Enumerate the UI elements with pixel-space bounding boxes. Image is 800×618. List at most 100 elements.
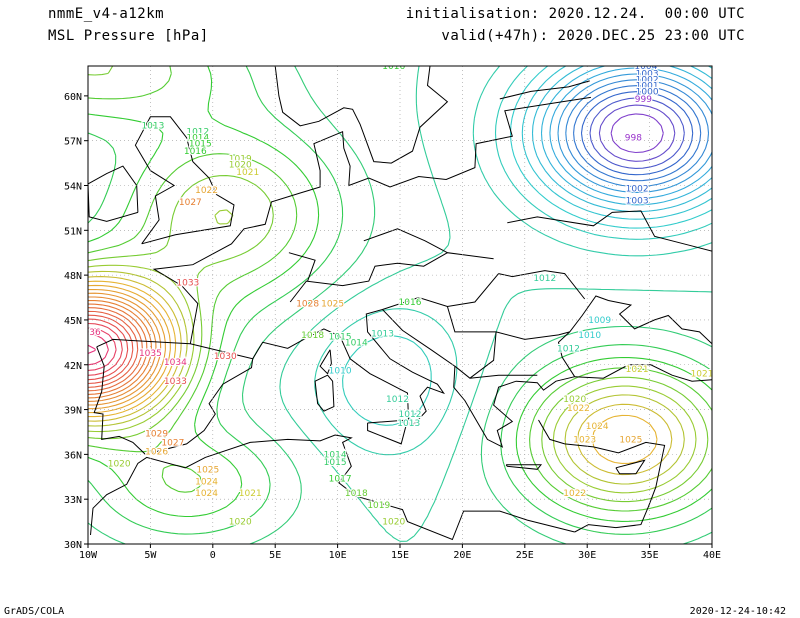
isobar-label: 1014 [186,134,209,144]
isobar-label: 1023 [573,435,596,445]
isobar [88,66,712,512]
isobar-label: 1029 [145,429,168,439]
isobar [531,66,712,213]
isobar [565,79,710,188]
isobar-labels: 1016 100410031002100110009999981002100310… [88,62,714,529]
lon-label: 15E [391,550,409,561]
coastline [454,365,538,379]
longitude-axis: 10W 5W 0 5E 10E 15E 20E 25E 30E 35E 40E [79,544,721,561]
lon-label: 25E [516,550,534,561]
isobar [88,303,148,395]
coastline [363,228,448,254]
lat-label: 33N [64,495,82,506]
coastline [252,308,575,448]
isobar-label: 1013 [371,329,394,339]
footer-timestamp: 2020-12-24-10:42 [689,606,786,617]
isobar-label: 1020 [563,395,586,405]
isobar [88,314,134,385]
isobar-label: 1024 [195,477,218,487]
isobar [598,104,676,162]
pressure-map: 1016 100410031002100110009999981002100310… [64,62,721,561]
coastline [538,419,666,533]
lon-label: 0 [210,550,216,561]
isobar-label: 1014 [324,450,347,460]
isobar-label: 1027 [161,438,184,448]
isobar-label: 1002 [626,184,649,194]
lon-label: 30E [578,550,596,561]
isobar-label: 1020 [108,459,131,469]
isobar-label: 1009 [588,316,611,326]
lon-label: 35E [641,550,659,561]
lon-label: 5W [144,550,157,561]
isobar [88,310,139,388]
coastline [557,295,712,377]
isobar-label: 1019 [367,501,390,511]
lon-label: 10W [79,550,98,561]
isobar-label: 1015 [324,458,347,468]
isobar [88,344,96,355]
coastline [507,210,712,252]
isobar [88,300,153,399]
isobar [88,292,162,406]
isobar [88,327,117,371]
isobar [88,66,712,544]
isobar-label: 1025 [196,465,219,475]
isobar-label: 1000 [636,87,659,97]
isobar-label: 1016 [382,62,405,72]
lat-label: 60N [64,92,82,103]
isobar-label: 1012 [386,395,409,405]
isobar-label: 1022 [195,186,218,196]
isobar-label: 1012 [399,410,422,420]
isobar-label: 1020 [229,161,252,171]
isobar-label: 1010 [329,367,352,377]
isobar [88,276,673,476]
isobar-label: 1016 [184,147,207,157]
isobar-label: 1033 [164,377,187,387]
lat-label: 51N [64,226,82,237]
coastline [314,374,335,412]
isobar-label: 1003 [626,196,649,206]
isobar-label: 1012 [557,344,580,354]
coastline [90,434,575,541]
isobar-label: 1027 [179,198,202,208]
isobar [88,270,685,485]
latitude-axis: 60N 57N 54N 51N 48N 45N 42N 39N 36N 33N 30N [64,92,88,551]
isobar-label: 1026 [145,447,168,457]
isobar-label: 1001 [636,81,659,91]
lat-label: 39N [64,406,82,417]
isobar [88,318,129,381]
isobar-label: 1021 [626,365,649,375]
isobar-label: 1020 [229,518,252,528]
coastline [88,165,139,222]
isobar-label: 1025 [619,435,642,445]
isobar-label: 1022 [567,404,590,414]
coastline [152,96,591,344]
coastline [274,66,449,164]
isobar-label: 1033 [176,279,199,289]
isobar-label: 1021 [691,370,714,380]
isobar [589,97,685,169]
isobar-label: 1010 [578,331,601,341]
coastline [446,306,570,340]
coastline [93,338,254,455]
isobar-label: 1003 [636,69,659,79]
lat-label: 42N [64,361,82,372]
isobar [610,113,664,154]
isobar-label: 1019 [229,155,252,165]
isobar [88,296,157,402]
isobar-label: 1012 [533,274,556,284]
field-name: MSL Pressure [hPa] [48,28,209,44]
isobar-label: 1014 [345,338,368,348]
lat-label: 54N [64,182,82,193]
lat-label: 30N [64,540,82,551]
isobar-label: 1022 [563,489,586,499]
isobar [521,66,712,220]
isobar [540,66,712,206]
isobar-label: 1025 [321,299,344,309]
coastline [574,364,712,382]
isobar-label: 1035 [139,349,162,359]
lat-label: 48N [64,271,82,282]
isobar-label: 1024 [586,422,609,432]
lat-label: 57N [64,137,82,148]
footer-credit: GrADS/COLA [4,606,65,617]
